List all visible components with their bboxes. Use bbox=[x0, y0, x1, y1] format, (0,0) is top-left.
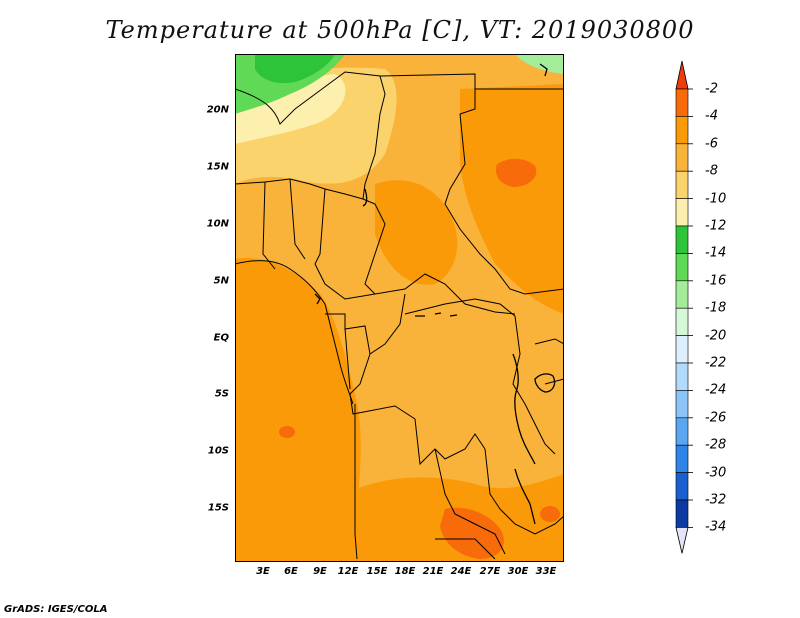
colorbar-segment bbox=[675, 335, 689, 364]
colorbar-segment bbox=[675, 170, 689, 199]
colorbar-segment bbox=[675, 143, 689, 172]
colorbar-segment bbox=[675, 116, 689, 145]
colorbar-label: -12 bbox=[705, 218, 727, 234]
colorbar-segment bbox=[675, 253, 689, 282]
central-warm-field bbox=[375, 180, 458, 285]
lon-label: 3E bbox=[256, 566, 270, 577]
lat-label: 15N bbox=[206, 161, 229, 173]
colorbar-segment bbox=[675, 198, 689, 227]
colorbar-max-triangle bbox=[675, 60, 689, 90]
country-borders bbox=[235, 71, 564, 560]
ocean-warm-field bbox=[235, 258, 361, 562]
colorbar-segment bbox=[675, 88, 689, 117]
lakes bbox=[314, 63, 556, 525]
colorbar-segment bbox=[675, 499, 689, 528]
lat-label: EQ bbox=[213, 332, 229, 344]
colorbar-label: -8 bbox=[705, 163, 718, 179]
lat-label: 5S bbox=[214, 388, 229, 400]
lon-label: 15E bbox=[366, 566, 388, 577]
lon-label: 9E bbox=[313, 566, 327, 577]
colorbar-label: -32 bbox=[705, 492, 727, 508]
lon-label: 24E bbox=[450, 566, 472, 577]
colorbar-label: -14 bbox=[705, 245, 727, 261]
lat-label: 20N bbox=[206, 104, 229, 116]
colorbar-label: -2 bbox=[705, 81, 718, 97]
colorbar-label: -22 bbox=[705, 355, 727, 371]
map-border bbox=[235, 54, 564, 562]
lat-label: 5N bbox=[213, 275, 229, 287]
colorbar-label: -6 bbox=[705, 136, 718, 152]
colorbar-label: -24 bbox=[705, 382, 727, 398]
lon-label: 27E bbox=[479, 566, 501, 577]
colorbar-segment bbox=[675, 307, 689, 336]
colorbar-label: -18 bbox=[705, 300, 727, 316]
colorbar-label: -20 bbox=[705, 328, 727, 344]
hot-spot-atlantic bbox=[279, 426, 295, 438]
colorbar-label: -16 bbox=[705, 273, 727, 289]
colorbar-segment bbox=[675, 390, 689, 419]
lon-label: 6E bbox=[284, 566, 298, 577]
colorbar-min-triangle bbox=[675, 527, 689, 554]
colorbar-label: -30 bbox=[705, 465, 727, 481]
lon-label: 18E bbox=[394, 566, 416, 577]
grads-credit: GrADS: IGES/COLA bbox=[4, 604, 108, 615]
colorbar-segment bbox=[675, 280, 689, 309]
lon-label: 12E bbox=[337, 566, 359, 577]
lat-label: 10S bbox=[207, 445, 229, 457]
colorbar-label: -26 bbox=[705, 410, 727, 426]
lon-label: 33E bbox=[535, 566, 557, 577]
lat-label: 10N bbox=[206, 218, 229, 230]
east-warm-field bbox=[460, 84, 564, 314]
green-ne-field bbox=[515, 54, 564, 74]
colorbar-label: -10 bbox=[705, 191, 727, 207]
map-title: Temperature at 500hPa [C], VT: 201903080… bbox=[105, 16, 695, 44]
coastline bbox=[235, 260, 354, 405]
colorbar-segment bbox=[675, 472, 689, 501]
lon-label: 21E bbox=[422, 566, 444, 577]
green-dark-field bbox=[255, 54, 335, 84]
colorbar bbox=[672, 60, 732, 561]
colorbar-segment bbox=[675, 225, 689, 254]
lon-label: 30E bbox=[507, 566, 529, 577]
colorbar-segment bbox=[675, 417, 689, 446]
colorbar-label: -4 bbox=[705, 108, 718, 124]
hot-spot-se bbox=[540, 506, 560, 522]
lat-label: 15S bbox=[207, 502, 229, 514]
colorbar-segment bbox=[675, 362, 689, 391]
hot-spot-sudan bbox=[495, 158, 537, 187]
temperature-map bbox=[235, 54, 564, 562]
hot-spot-south bbox=[440, 507, 504, 559]
colorbar-segment bbox=[675, 444, 689, 473]
colorbar-label: -34 bbox=[705, 519, 727, 535]
colorbar-label: -28 bbox=[705, 437, 727, 453]
